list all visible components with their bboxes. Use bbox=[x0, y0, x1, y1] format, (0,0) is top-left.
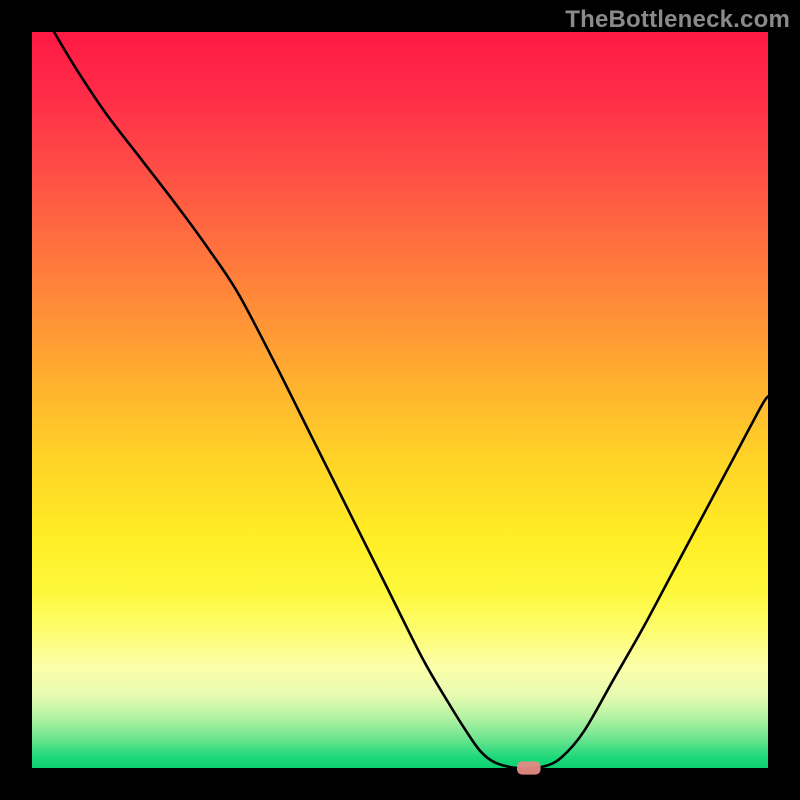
watermark-text: TheBottleneck.com bbox=[565, 6, 790, 34]
chart-background bbox=[32, 32, 768, 768]
chart-svg bbox=[0, 0, 800, 800]
minimum-marker bbox=[517, 761, 541, 774]
chart-container: TheBottleneck.com bbox=[0, 0, 800, 800]
